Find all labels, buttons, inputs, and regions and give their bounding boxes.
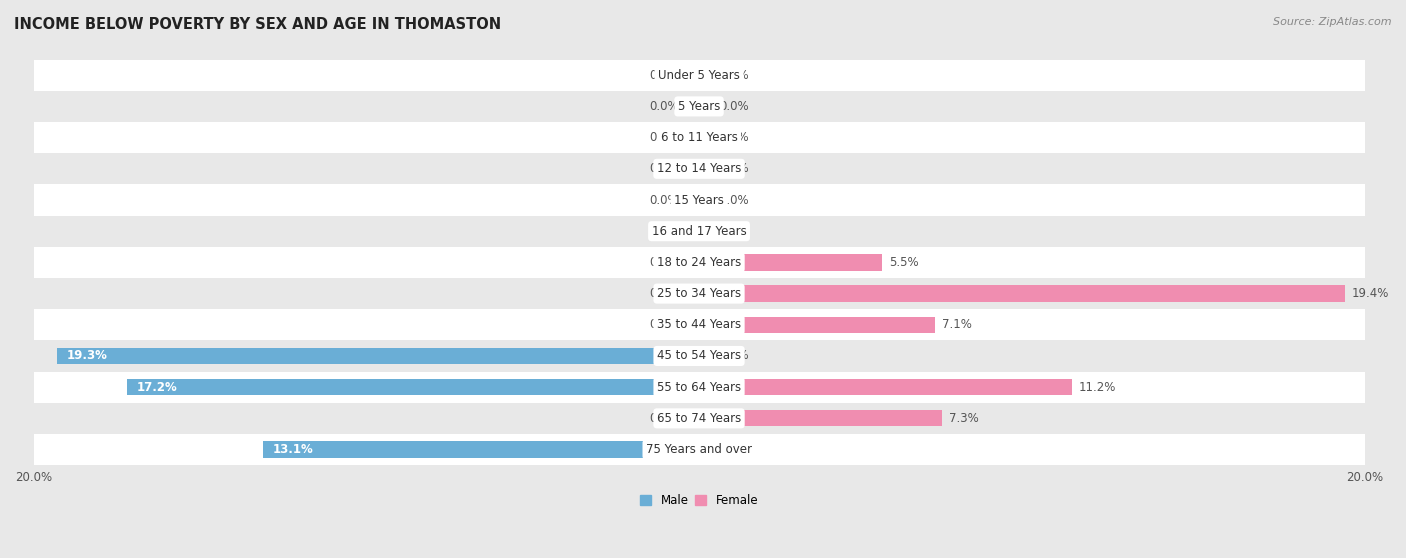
Text: 13.1%: 13.1% [273,443,314,456]
Text: 0.0%: 0.0% [650,131,679,144]
Bar [127,379,699,395]
Bar [699,98,716,114]
Text: 5 Years: 5 Years [678,100,720,113]
Bar [34,153,1364,184]
Text: Source: ZipAtlas.com: Source: ZipAtlas.com [1274,17,1392,27]
Text: 0.0%: 0.0% [650,318,679,331]
Text: 5.5%: 5.5% [889,256,918,269]
Text: 16 and 17 Years: 16 and 17 Years [651,225,747,238]
Text: 45 to 54 Years: 45 to 54 Years [657,349,741,363]
Bar [34,91,1364,122]
Text: 75 Years and over: 75 Years and over [645,443,752,456]
Bar [699,317,935,333]
Text: INCOME BELOW POVERTY BY SEX AND AGE IN THOMASTON: INCOME BELOW POVERTY BY SEX AND AGE IN T… [14,17,501,32]
Text: 0.0%: 0.0% [718,131,748,144]
Text: Under 5 Years: Under 5 Years [658,69,740,81]
Bar [34,309,1364,340]
Bar [34,122,1364,153]
Bar [699,254,882,271]
Bar [682,192,699,208]
Bar [682,254,699,271]
Bar [699,161,716,177]
Bar [699,67,716,83]
Legend: Male, Female: Male, Female [634,489,763,512]
Text: 11.2%: 11.2% [1078,381,1116,393]
Bar [34,403,1364,434]
Text: 0.0%: 0.0% [718,194,748,206]
Text: 0.0%: 0.0% [650,256,679,269]
Text: 15 Years: 15 Years [673,194,724,206]
Text: 0.0%: 0.0% [718,69,748,81]
Text: 35 to 44 Years: 35 to 44 Years [657,318,741,331]
Text: 65 to 74 Years: 65 to 74 Years [657,412,741,425]
Text: 0.0%: 0.0% [650,287,679,300]
Text: 0.0%: 0.0% [650,162,679,175]
Text: 0.0%: 0.0% [650,69,679,81]
Text: 7.1%: 7.1% [942,318,972,331]
Text: 0.0%: 0.0% [650,225,679,238]
Text: 7.3%: 7.3% [949,412,979,425]
Text: 0.0%: 0.0% [718,225,748,238]
Text: 17.2%: 17.2% [136,381,177,393]
Bar [682,286,699,302]
Text: 12 to 14 Years: 12 to 14 Years [657,162,741,175]
Text: 0.0%: 0.0% [650,194,679,206]
Text: 0.0%: 0.0% [718,162,748,175]
Bar [699,348,716,364]
Bar [34,278,1364,309]
Text: 0.0%: 0.0% [718,100,748,113]
Bar [34,434,1364,465]
Bar [682,129,699,146]
Text: 19.3%: 19.3% [67,349,108,363]
Bar [682,67,699,83]
Bar [682,98,699,114]
Bar [699,129,716,146]
Bar [682,223,699,239]
Bar [34,340,1364,372]
Bar [699,286,1344,302]
Bar [34,372,1364,403]
Text: 25 to 34 Years: 25 to 34 Years [657,287,741,300]
Bar [34,215,1364,247]
Text: 19.4%: 19.4% [1351,287,1389,300]
Bar [699,410,942,426]
Text: 55 to 64 Years: 55 to 64 Years [657,381,741,393]
Bar [34,247,1364,278]
Bar [682,410,699,426]
Bar [699,192,716,208]
Text: 0.0%: 0.0% [718,443,748,456]
Text: 0.0%: 0.0% [650,412,679,425]
Bar [34,184,1364,215]
Bar [56,348,699,364]
Text: 6 to 11 Years: 6 to 11 Years [661,131,738,144]
Bar [682,161,699,177]
Bar [699,441,716,458]
Bar [699,379,1071,395]
Text: 18 to 24 Years: 18 to 24 Years [657,256,741,269]
Bar [699,223,716,239]
Bar [34,60,1364,91]
Text: 0.0%: 0.0% [650,100,679,113]
Text: 0.0%: 0.0% [718,349,748,363]
Bar [682,317,699,333]
Bar [263,441,699,458]
